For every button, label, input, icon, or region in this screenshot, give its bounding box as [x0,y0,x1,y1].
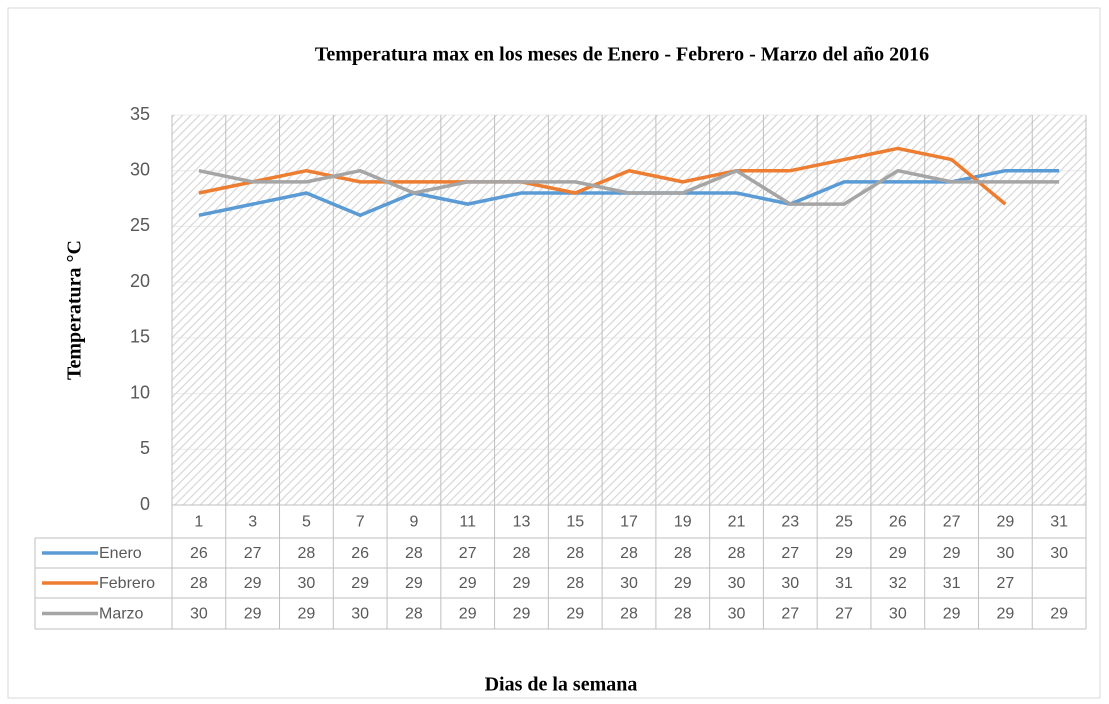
x-tick-label: 27 [943,514,961,531]
table-value: 29 [298,606,316,623]
table-value: 29 [1050,606,1068,623]
x-tick-label: 13 [513,514,531,531]
y-tick-label: 25 [130,215,150,235]
table-value: 28 [513,545,531,562]
table-value: 29 [513,575,531,592]
table-value: 27 [781,606,799,623]
x-tick-label: 21 [728,514,746,531]
y-tick-label: 30 [130,159,150,179]
x-tick-label: 15 [566,514,584,531]
table-value: 30 [298,575,316,592]
y-tick-label: 20 [130,271,150,291]
table-value: 30 [1050,545,1068,562]
y-axis-label: Temperatura °C [64,240,86,380]
table-value: 29 [351,575,369,592]
table-value: 29 [244,606,262,623]
x-tick-label: 29 [996,514,1014,531]
table-value: 27 [835,606,853,623]
table-value: 27 [459,545,477,562]
chart-title: Temperatura max en los meses de Enero - … [315,44,929,66]
table-value: 29 [674,575,692,592]
table-value: 29 [405,575,423,592]
table-value: 30 [620,575,638,592]
y-tick-label: 0 [140,494,150,514]
table-value: 28 [298,545,316,562]
table-value: 28 [620,545,638,562]
table-value: 29 [943,545,961,562]
table-value: 30 [889,606,907,623]
table-value: 28 [674,545,692,562]
table-value: 30 [728,575,746,592]
table-value: 29 [244,575,262,592]
table-value: 30 [351,606,369,623]
table-value: 29 [513,606,531,623]
table-value: 31 [835,575,853,592]
y-tick-label: 15 [130,327,150,347]
table-value: 26 [351,545,369,562]
x-tick-label: 9 [409,514,418,531]
table-value: 27 [996,575,1014,592]
x-tick-label: 3 [248,514,257,531]
table-value: 28 [566,575,584,592]
table-value: 28 [728,545,746,562]
y-tick-label: 10 [130,382,150,402]
legend-label: Enero [99,545,142,562]
series-line [198,168,1060,206]
table-value: 28 [620,606,638,623]
x-tick-label: 19 [674,514,692,531]
table-value: 27 [781,545,799,562]
x-tick-label: 26 [889,514,907,531]
table-value: 29 [459,606,477,623]
table-value: 30 [190,606,208,623]
table-value: 29 [889,545,907,562]
table-value: 29 [835,545,853,562]
legend-label: Febrero [99,575,155,592]
table-value: 28 [566,545,584,562]
table-value: 28 [190,575,208,592]
x-tick-label: 25 [835,514,853,531]
x-tick-label: 5 [302,514,311,531]
x-tick-label: 31 [1050,514,1068,531]
table-value: 28 [674,606,692,623]
table-value: 29 [459,575,477,592]
table-value: 30 [728,606,746,623]
table-value: 30 [996,545,1014,562]
x-tick-label: 7 [356,514,365,531]
x-tick-label: 1 [194,514,203,531]
x-tick-label: 23 [781,514,799,531]
table-value: 28 [405,545,423,562]
table-value: 29 [566,606,584,623]
x-tick-label: 17 [620,514,638,531]
table-value: 29 [996,606,1014,623]
table-value: 30 [781,575,799,592]
table-value: 29 [943,606,961,623]
table-value: 27 [244,545,262,562]
table-value: 28 [405,606,423,623]
legend-label: Marzo [99,606,144,623]
plot-area [172,115,1086,505]
table-value: 31 [943,575,961,592]
table-value: 32 [889,575,907,592]
y-tick-label: 35 [130,104,150,124]
y-tick-label: 5 [140,438,150,458]
table-value: 26 [190,545,208,562]
x-axis-label: Dias de la semana [485,674,638,696]
x-tick-label: 11 [459,514,476,531]
